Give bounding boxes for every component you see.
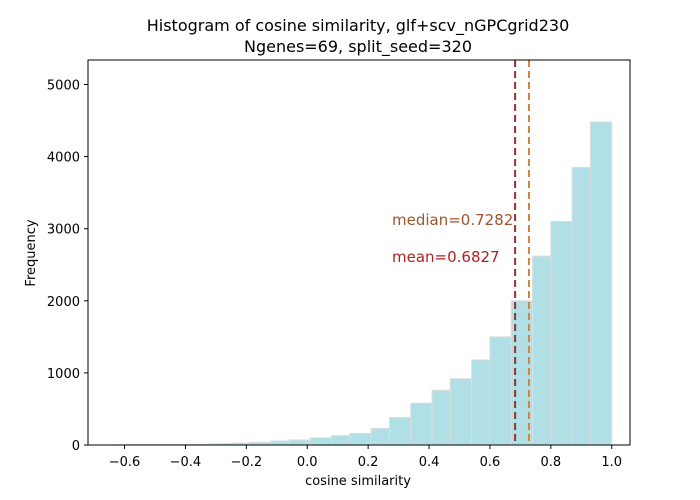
x-tick-label: 1.0 bbox=[601, 455, 622, 470]
histogram-bar bbox=[550, 221, 573, 446]
histogram-bar bbox=[349, 432, 372, 446]
histogram-bar bbox=[288, 439, 311, 446]
x-tick-label: −0.4 bbox=[170, 455, 202, 470]
histogram-bar bbox=[589, 121, 613, 446]
x-tick-label: 0.2 bbox=[358, 455, 379, 470]
histogram-bar bbox=[449, 378, 473, 446]
histogram-bar bbox=[532, 255, 552, 446]
x-axis-label: cosine similarity bbox=[305, 474, 411, 489]
histogram-bar bbox=[489, 336, 512, 446]
x-tick-label: 0.0 bbox=[297, 455, 318, 470]
histogram-bar bbox=[571, 166, 591, 446]
y-tick-label: 2000 bbox=[47, 295, 80, 310]
histogram-bar bbox=[471, 359, 491, 446]
histogram-bar bbox=[270, 440, 290, 446]
histogram-bar bbox=[370, 427, 390, 446]
x-tick-label: 0.4 bbox=[419, 455, 440, 470]
plot-frame bbox=[87, 59, 631, 446]
y-tick-label: 0 bbox=[72, 439, 80, 454]
chart-subtitle: Ngenes=69, split_seed=320 bbox=[244, 37, 472, 57]
histogram-bar bbox=[431, 389, 451, 446]
histogram-bar bbox=[331, 435, 351, 446]
x-tick-label: −0.2 bbox=[231, 455, 263, 470]
chart-title: Histogram of cosine similarity, glf+scv_… bbox=[147, 16, 570, 36]
y-axis-label: Frequency bbox=[24, 219, 39, 286]
y-tick-label: 1000 bbox=[47, 367, 80, 382]
histogram-bars bbox=[108, 121, 613, 446]
x-axis-ticks: −0.6 −0.4 −0.2 0.0 0.2 0.4 0.6 0.8 1.0 bbox=[109, 445, 622, 470]
y-tick-label: 5000 bbox=[47, 79, 80, 94]
x-tick-label: 0.6 bbox=[480, 455, 501, 470]
y-axis-ticks: 0 1000 2000 3000 4000 5000 bbox=[47, 79, 88, 454]
histogram-bar bbox=[309, 437, 333, 446]
mean-annotation: mean=0.6827 bbox=[392, 248, 500, 266]
histogram-bar bbox=[410, 402, 433, 446]
histogram-bar bbox=[388, 417, 412, 446]
reference-lines bbox=[514, 60, 530, 445]
y-tick-label: 4000 bbox=[47, 151, 80, 166]
median-annotation: median=0.7282 bbox=[392, 211, 513, 229]
x-tick-label: −0.6 bbox=[109, 455, 141, 470]
y-tick-label: 3000 bbox=[47, 223, 80, 238]
x-tick-label: 0.8 bbox=[540, 455, 561, 470]
